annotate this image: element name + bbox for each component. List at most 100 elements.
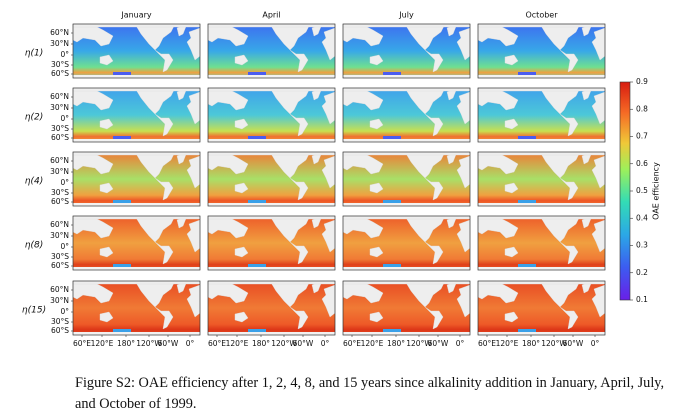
lat-tick-label: 0° — [60, 242, 69, 251]
map-panel — [342, 87, 471, 143]
lat-tick-label: 60°N — [50, 28, 69, 37]
antarctica — [478, 203, 605, 206]
land — [342, 87, 471, 92]
land — [477, 23, 519, 47]
land — [99, 246, 114, 258]
land — [207, 151, 336, 156]
southern-band — [518, 200, 536, 203]
land — [539, 87, 581, 137]
land — [504, 118, 519, 130]
colorbar-tick-label: 0.9 — [636, 77, 648, 86]
panel-frame — [477, 23, 606, 79]
antarctica — [343, 75, 470, 78]
panel-frame — [207, 151, 336, 207]
land — [99, 182, 114, 194]
lon-tick-label: 60°W — [293, 339, 314, 348]
antarctica — [478, 139, 605, 142]
land — [207, 151, 249, 175]
panel-frame — [477, 87, 606, 143]
land — [404, 23, 446, 73]
row-label: η(15) — [22, 306, 46, 316]
lat-tick-label: 60°S — [51, 69, 69, 78]
land — [72, 280, 201, 285]
southern-band — [113, 329, 131, 332]
lat-tick-label: 60°S — [51, 197, 69, 206]
antarctica — [208, 267, 335, 270]
lon-tick-label: 180° — [252, 339, 270, 348]
caption: Figure S2: OAE efficiency after 1, 2, 4,… — [75, 375, 665, 412]
land — [504, 54, 519, 66]
map-panel — [207, 215, 336, 271]
land — [504, 182, 519, 194]
land — [72, 151, 201, 156]
colorbar-tick-label: 0.7 — [636, 132, 648, 141]
land — [342, 151, 471, 156]
panel-frame — [342, 280, 471, 336]
lon-tick-label: 120°E — [226, 339, 249, 348]
land — [269, 87, 311, 137]
antarctica — [73, 267, 200, 270]
lat-tick-label: 60°N — [50, 285, 69, 294]
land — [234, 54, 249, 66]
lat-tick-label: 60°S — [51, 261, 69, 270]
land — [477, 87, 606, 92]
land — [342, 280, 384, 304]
map-panel — [477, 215, 606, 271]
colorbar — [619, 81, 631, 301]
lon-tick-label: 120°E — [361, 339, 384, 348]
lon-tick-label: 60°E — [73, 339, 91, 348]
land — [99, 118, 114, 130]
lat-tick-label: 0° — [60, 307, 69, 316]
colorbar-tick-label: 0.1 — [636, 295, 648, 304]
southern-band — [113, 200, 131, 203]
land — [404, 87, 446, 137]
panel-frame — [477, 151, 606, 207]
land — [342, 87, 384, 111]
land — [539, 23, 581, 73]
map-panel — [72, 87, 201, 143]
lat-tick-label: 60°N — [50, 220, 69, 229]
lat-tick-label: 60°N — [50, 156, 69, 165]
map-panel — [342, 151, 471, 207]
map-panel — [207, 151, 336, 207]
southern-band — [383, 72, 401, 75]
land — [477, 215, 606, 220]
colorbar-tick-label: 0.5 — [636, 186, 648, 195]
southern-band — [383, 136, 401, 139]
land — [369, 118, 384, 130]
row-label: η(1) — [25, 49, 43, 59]
land — [134, 215, 176, 265]
antarctica — [73, 75, 200, 78]
land — [234, 182, 249, 194]
land — [342, 23, 384, 47]
lat-tick-label: 0° — [60, 50, 69, 59]
lon-tick-label: 120°W — [271, 339, 297, 348]
map-grid: OAE efficiency January April July October η(… — [22, 11, 661, 349]
lon-tick-label: 0° — [321, 339, 330, 348]
map-panel — [477, 23, 606, 79]
land — [369, 246, 384, 258]
land — [72, 215, 114, 239]
land — [477, 280, 606, 285]
land — [72, 87, 201, 92]
map-panel — [342, 23, 471, 79]
antarctica — [343, 203, 470, 206]
panel-frame — [72, 215, 201, 271]
southern-band — [113, 136, 131, 139]
antarctica — [73, 139, 200, 142]
land — [369, 182, 384, 194]
land — [134, 87, 176, 137]
land — [234, 311, 249, 323]
land — [207, 215, 249, 239]
lon-tick-label: 120°E — [91, 339, 114, 348]
map-panel — [207, 280, 336, 336]
map-panel — [72, 151, 201, 207]
lat-tick-label: 30°N — [50, 167, 69, 176]
land — [207, 215, 336, 220]
land — [207, 280, 336, 285]
antarctica — [73, 203, 200, 206]
land — [504, 246, 519, 258]
colorbar-tick-label: 0.2 — [636, 268, 648, 277]
lat-tick-label: 30°S — [51, 124, 69, 133]
